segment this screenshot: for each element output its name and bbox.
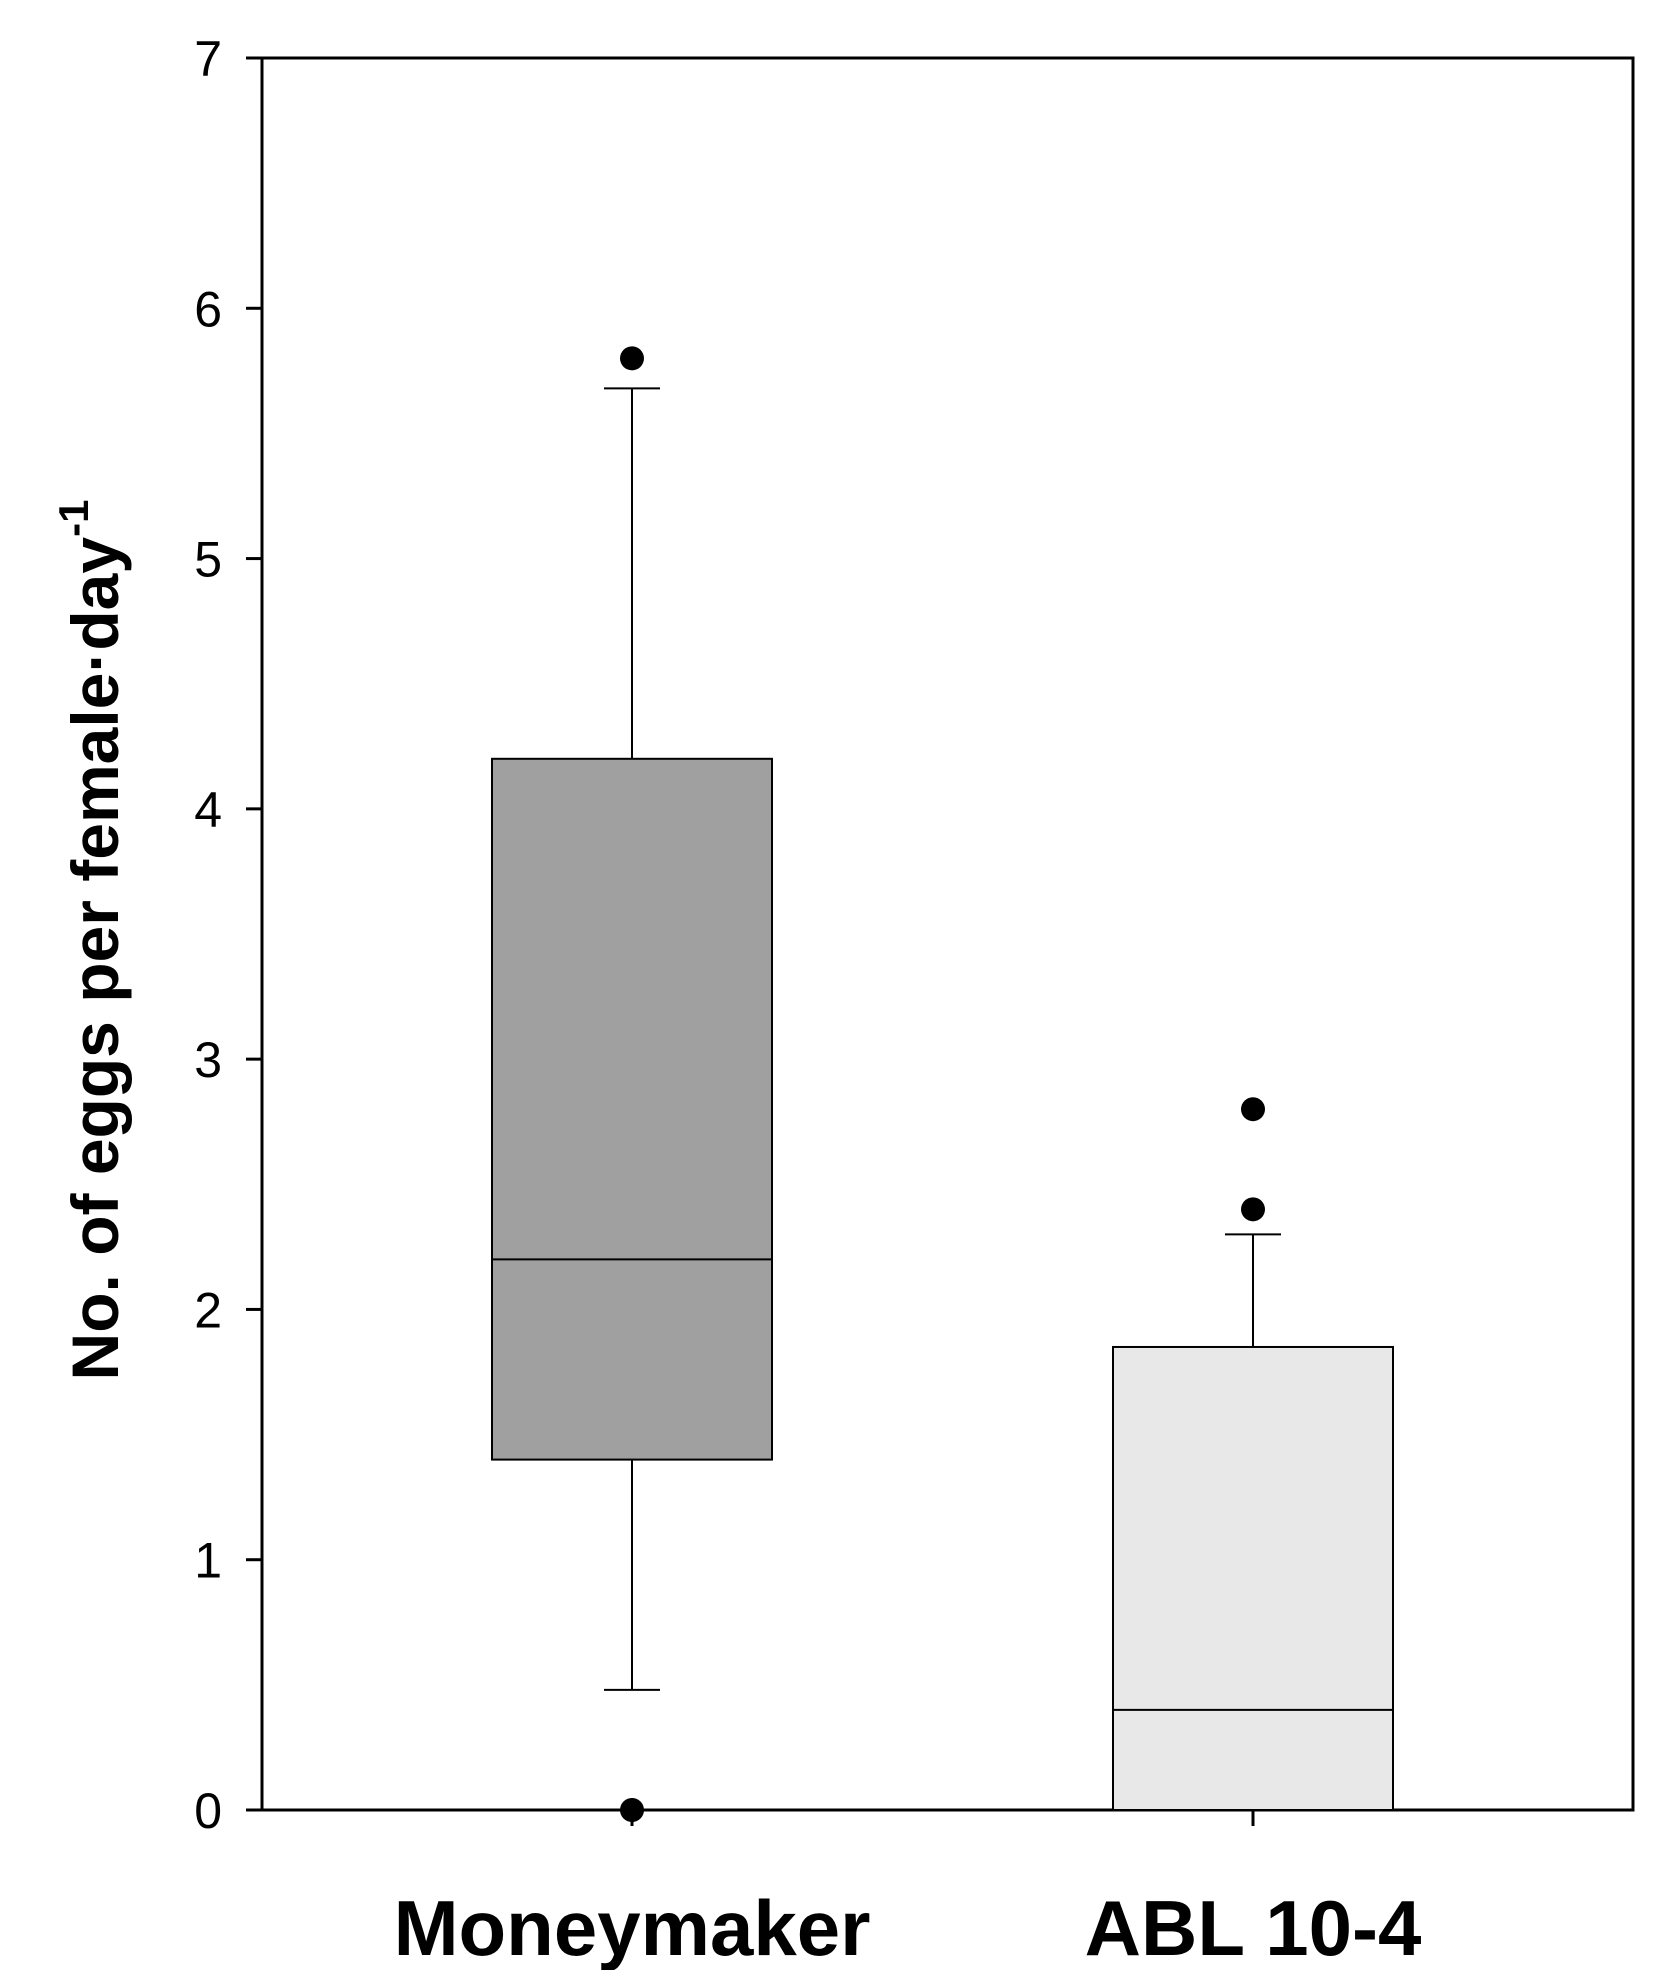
outlier-point [1241,1097,1265,1122]
box-series [491,346,1394,1822]
box-1 [1112,1097,1394,1811]
y-axis-title-superscript: -1 [50,500,97,537]
y-tick-label: 1 [194,1533,222,1589]
y-tick-label: 5 [194,532,222,588]
outlier-point [620,1798,644,1822]
box-0 [491,346,773,1822]
box-body [1112,1345,1394,1811]
outlier-point [1241,1197,1265,1222]
plot-frame [260,56,1635,1812]
outlier-point [620,346,644,371]
y-tick-label: 3 [194,1032,222,1088]
y-tick-label: 0 [194,1783,222,1839]
y-axis-title-main: No. of eggs per female·day [58,537,132,1381]
y-axis: 0 1 2 3 4 5 6 7 [194,31,262,1839]
x-axis: Moneymaker ABL 10-4 [394,1810,1422,1970]
x-category-label: Moneymaker [394,1884,871,1970]
y-tick-label: 7 [194,31,222,87]
y-tick-label: 2 [194,1282,222,1338]
x-category-label: ABL 10-4 [1085,1884,1422,1970]
box-body [491,757,773,1461]
y-tick-label: 6 [194,281,222,337]
y-axis-title: No. of eggs per female·day-1 [50,500,132,1381]
y-tick-label: 4 [194,782,222,838]
